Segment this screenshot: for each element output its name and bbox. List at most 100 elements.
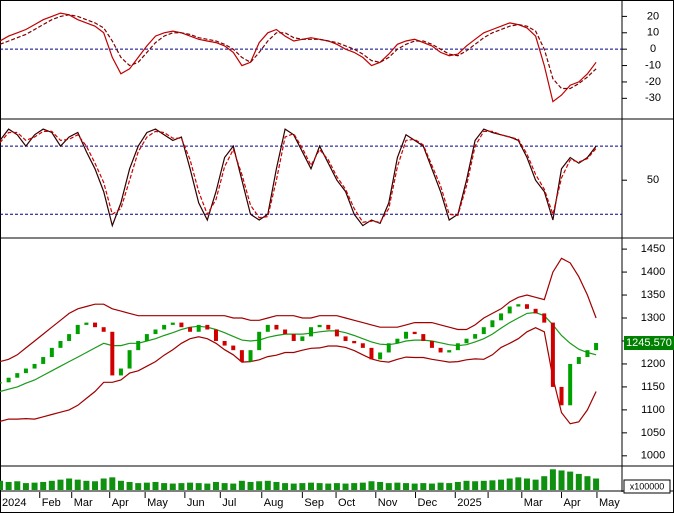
y-tick-label: 1000 [641, 450, 665, 462]
volume-bar [135, 483, 142, 490]
x-tick-label: Oct [338, 497, 355, 509]
volume-bar [567, 471, 574, 490]
volume-bar [264, 480, 271, 490]
candle [248, 350, 253, 362]
x-tick-label: Aug [264, 497, 284, 509]
candle [205, 324, 210, 330]
volume-bar [212, 481, 219, 490]
candle [41, 357, 46, 364]
series-line [0, 327, 597, 425]
y-tick-label: 1400 [641, 266, 665, 278]
volume-bar [316, 483, 323, 490]
candle [239, 350, 244, 362]
volume-bar [187, 482, 194, 490]
volume-bar [83, 480, 90, 490]
volume-bar [40, 481, 47, 490]
volume-bar [333, 483, 340, 490]
candle [447, 350, 452, 353]
y-tick-label: 1100 [641, 404, 665, 416]
volume-bar [161, 483, 168, 490]
x-tick-label: Apr [564, 497, 581, 509]
volume-bar [411, 483, 418, 490]
candle [67, 334, 72, 341]
candle [231, 345, 236, 351]
candle [334, 329, 339, 337]
volume-bar [523, 478, 530, 490]
candle [309, 327, 313, 337]
candle [75, 324, 80, 335]
volume-bar [66, 478, 73, 490]
candle [257, 331, 262, 351]
y-tick-label: 1450 [641, 243, 665, 255]
candle [412, 331, 417, 335]
candle [404, 331, 409, 339]
candle [15, 373, 20, 378]
candle [170, 322, 175, 325]
volume-bar [549, 469, 556, 490]
x-tick-label: May [599, 497, 620, 509]
volume-bar [428, 483, 435, 490]
volume-bar [575, 473, 582, 490]
volume-bar [169, 483, 176, 490]
candle [136, 340, 141, 351]
y-tick-label: 1350 [641, 289, 665, 301]
candle [300, 336, 305, 341]
volume-bar [541, 476, 548, 490]
volume-bar [351, 483, 358, 490]
volume-bar [342, 483, 349, 490]
volume-bar [230, 483, 237, 490]
volume-bar [195, 483, 202, 490]
candle [101, 327, 106, 332]
x-tick-label: Mar [524, 497, 543, 509]
x-tick-label: May [147, 497, 168, 509]
volume-bar [454, 481, 461, 490]
candle [213, 329, 218, 341]
candle [343, 336, 348, 341]
candle [473, 334, 478, 339]
candle [283, 329, 288, 335]
candle [438, 347, 443, 353]
volume-bar [57, 479, 64, 490]
series-line [0, 130, 597, 223]
volume-bar [22, 483, 29, 490]
volume-bar [385, 483, 392, 490]
volume-bar [126, 481, 133, 490]
y-tick-label: 20 [647, 10, 659, 22]
y-tick-label: 1200 [641, 358, 665, 370]
x-tick-label: Feb [42, 497, 61, 509]
volume-bar [515, 477, 522, 490]
volume-bar [152, 481, 159, 490]
candle [481, 327, 486, 335]
volume-bar [325, 483, 332, 490]
candle [490, 320, 495, 328]
volume-bar [5, 481, 12, 490]
x-tick-label: Nov [378, 497, 398, 509]
volume-bar [593, 478, 600, 490]
volume-bar [558, 470, 565, 490]
volume-bar [109, 477, 116, 490]
candle [421, 334, 426, 341]
volume-bar [463, 480, 470, 490]
last-price-label: 1245.570 [626, 337, 672, 349]
candle [559, 386, 564, 406]
series-line [0, 128, 597, 228]
x-tick-label: 2024 [2, 497, 26, 509]
candle [179, 322, 184, 328]
candle [196, 324, 201, 332]
candle [118, 368, 123, 376]
candle [32, 363, 37, 369]
volume-bar [100, 478, 107, 490]
candle [378, 352, 383, 360]
x-tick-label: 2025 [457, 497, 481, 509]
volume-bar [437, 482, 444, 490]
candle [386, 343, 391, 353]
candle [507, 306, 512, 314]
x-tick-label: Mar [74, 497, 93, 509]
volume-bar [472, 481, 479, 490]
volume-bar [221, 483, 228, 490]
candle [291, 334, 296, 341]
volume-bar [238, 480, 245, 490]
series-line [0, 12, 597, 103]
candle [317, 324, 322, 328]
